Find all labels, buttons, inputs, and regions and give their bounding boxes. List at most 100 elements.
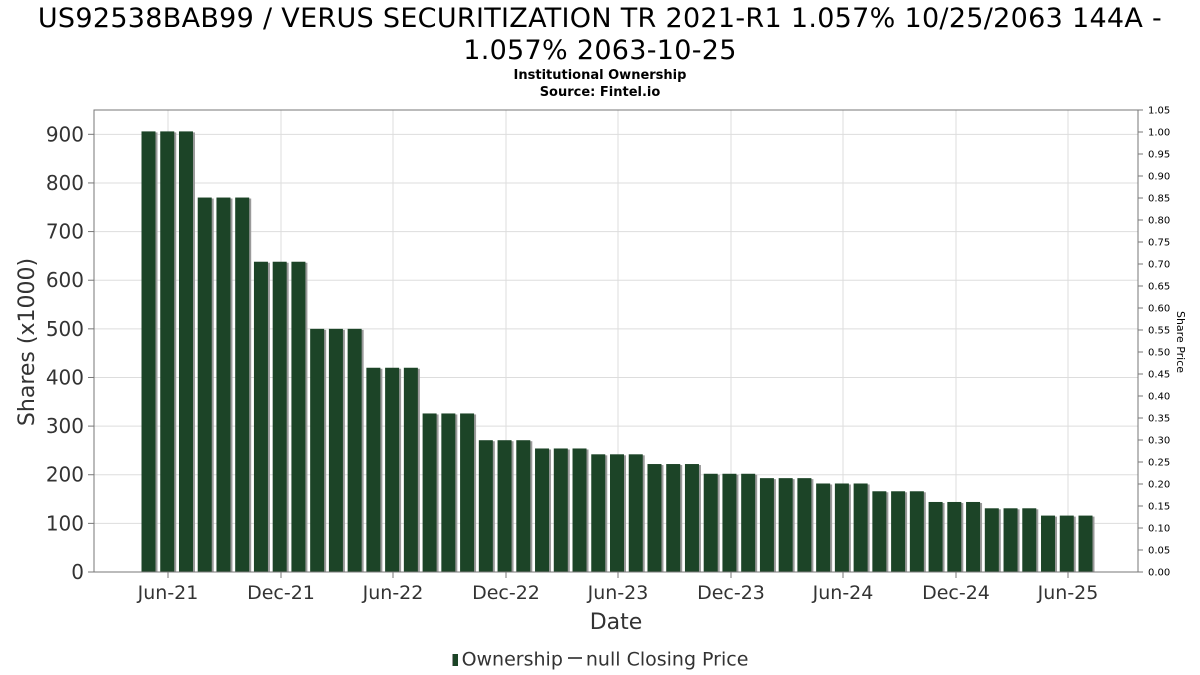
ownership-bar (816, 483, 831, 572)
ownership-bar (272, 261, 287, 572)
ownership-bar (722, 473, 737, 572)
y2-tick-label: 1.00 (1148, 128, 1170, 139)
ownership-bar (591, 454, 606, 572)
ownership-bar (684, 464, 699, 572)
ownership-bar (891, 491, 906, 572)
ownership-bar (291, 261, 306, 572)
y2-tick-label: 0.45 (1148, 370, 1170, 381)
ownership-bar (497, 440, 512, 572)
y2-tick-label: 0.85 (1148, 194, 1170, 205)
y-tick-label: 100 (46, 511, 84, 535)
ownership-bar (197, 197, 212, 572)
ownership-bar (553, 448, 568, 572)
x-tick-label: Dec-23 (697, 582, 765, 604)
ownership-bar (647, 464, 662, 572)
bars (141, 131, 1095, 572)
x-axis: Jun-21 Dec-21 Jun-22 Dec-22 Jun-23 Dec-23 Jun-… (137, 572, 1099, 604)
chart-subtitle: Institutional Ownership (513, 68, 687, 83)
legend-price-label: null Closing Price (585, 648, 749, 671)
ownership-bar (178, 131, 193, 572)
ownership-bar (253, 261, 268, 572)
y2-tick-label: 0.70 (1148, 260, 1170, 271)
x-tick-label: Jun-21 (137, 582, 199, 604)
y-tick-label: 500 (46, 317, 84, 341)
ownership-bar (1078, 515, 1093, 572)
chart-source: Source: Fintel.io (539, 85, 661, 100)
ownership-bar (984, 508, 999, 572)
ownership-bar (460, 413, 475, 572)
x-tick-label: Dec-24 (922, 582, 990, 604)
ownership-bar (1003, 508, 1018, 572)
ownership-bar (235, 197, 250, 572)
ownership-bar (947, 501, 962, 572)
ownership-bar (1041, 515, 1056, 572)
ownership-bar (628, 454, 643, 572)
ownership-bar (834, 483, 849, 572)
ownership-bar (572, 448, 587, 572)
y2-tick-label: 0.35 (1148, 414, 1170, 425)
y2-axis: 0.00 0.05 0.10 0.15 0.20 0.25 0.30 0.35 0.40 0.45… (1138, 106, 1170, 579)
ownership-bar (516, 440, 531, 572)
x-tick-label: Jun-24 (812, 582, 874, 604)
ownership-bar (853, 483, 868, 572)
x-tick-label: Jun-25 (1037, 582, 1099, 604)
ownership-bar (422, 413, 437, 572)
y2-tick-label: 0.90 (1148, 172, 1170, 183)
ownership-bar (366, 367, 381, 572)
ownership-bar (310, 328, 325, 572)
y-axis: 0 100 200 300 400 500 600 700 800 900 (46, 122, 94, 584)
y2-tick-label: 0.25 (1148, 458, 1170, 469)
ownership-bar (797, 478, 812, 572)
y-tick-label: 300 (46, 414, 84, 438)
y2-tick-label: 0.20 (1148, 480, 1170, 491)
y2-tick-label: 1.05 (1148, 106, 1170, 117)
y-tick-label: 400 (46, 365, 84, 389)
y-tick-label: 800 (46, 171, 84, 195)
legend: Ownership null Closing Price (0, 648, 1200, 671)
ownership-bar (328, 328, 343, 572)
x-tick-label: Dec-21 (247, 582, 315, 604)
x-tick-label: Dec-22 (472, 582, 540, 604)
y2-tick-label: 0.00 (1148, 568, 1170, 579)
y2-tick-label: 0.50 (1148, 348, 1170, 359)
ownership-bar (666, 464, 681, 572)
ownership-bar (1059, 515, 1074, 572)
y2-tick-label: 0.75 (1148, 238, 1170, 249)
plot-frame (93, 109, 1139, 573)
ownership-bar (778, 478, 793, 572)
y-axis-title: Shares (x1000) (15, 258, 40, 426)
y-tick-label: 200 (46, 463, 84, 487)
ownership-bar (478, 440, 493, 572)
y2-tick-label: 0.10 (1148, 524, 1170, 535)
y-tick-label: 900 (46, 122, 84, 146)
y2-tick-label: 0.60 (1148, 304, 1170, 315)
ownership-bar (872, 491, 887, 572)
y-tick-label: 700 (46, 220, 84, 244)
chart-title-line-1: US92538BAB99 / VERUS SECURITIZATION TR 2… (37, 3, 1163, 34)
ownership-legend-swatch (451, 653, 458, 666)
ownership-bar (966, 501, 981, 572)
y2-tick-label: 0.65 (1148, 282, 1170, 293)
y2-tick-label: 0.05 (1148, 546, 1170, 557)
y2-tick-label: 0.30 (1148, 436, 1170, 447)
legend-ownership-label: Ownership (461, 648, 563, 671)
ownership-bar (160, 131, 175, 572)
x-tick-label: Jun-22 (362, 582, 424, 604)
ownership-bar (385, 367, 400, 572)
y-tick-label: 0 (71, 560, 84, 584)
ownership-bar (909, 491, 924, 572)
ownership-bar (741, 473, 756, 572)
price-legend-swatch (567, 657, 582, 659)
ownership-bar (216, 197, 231, 572)
x-axis-title: Date (590, 610, 643, 635)
y2-tick-label: 0.95 (1148, 150, 1170, 161)
ownership-bar (703, 473, 718, 572)
y2-tick-label: 0.40 (1148, 392, 1170, 403)
y2-tick-label: 0.55 (1148, 326, 1170, 337)
ownership-bar (1022, 508, 1037, 572)
ownership-bar (610, 454, 624, 572)
y-tick-label: 600 (46, 268, 84, 292)
y2-axis-title: Share Price (1174, 311, 1187, 373)
x-tick-label: Jun-23 (587, 582, 649, 604)
